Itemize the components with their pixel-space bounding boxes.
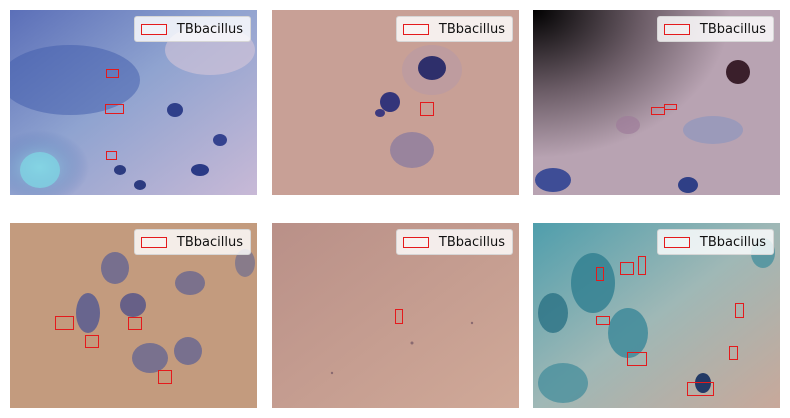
- legend-label: TBbacillus: [176, 21, 243, 37]
- detection-box: [106, 69, 119, 78]
- detection-box: [664, 104, 677, 110]
- panel-2: TBbacillus: [272, 10, 519, 195]
- legend-label: TBbacillus: [176, 234, 243, 250]
- legend: TBbacillus: [656, 229, 774, 255]
- legend: TBbacillus: [133, 229, 251, 255]
- legend: TBbacillus: [395, 229, 513, 255]
- detection-box: [105, 104, 124, 114]
- detection-box: [55, 316, 74, 330]
- legend-label: TBbacillus: [699, 21, 766, 37]
- legend-swatch: [140, 236, 167, 248]
- legend-label: TBbacillus: [438, 21, 505, 37]
- legend: TBbacillus: [656, 16, 774, 42]
- panel-5: TBbacillus: [272, 223, 519, 408]
- detection-box: [420, 102, 434, 116]
- detection-box: [627, 352, 647, 366]
- microscopy-image: [10, 223, 257, 408]
- detection-box: [106, 151, 117, 160]
- panel-6: TBbacillus: [533, 223, 780, 408]
- legend-label: TBbacillus: [699, 234, 766, 250]
- detection-box: [596, 316, 610, 325]
- detection-box: [596, 267, 604, 281]
- panel-4: TBbacillus: [10, 223, 257, 408]
- panel-3: TBbacillus: [533, 10, 780, 195]
- detection-box: [687, 382, 714, 396]
- panel-1: TBbacillus: [10, 10, 257, 195]
- legend-swatch: [402, 236, 429, 248]
- detection-box: [620, 262, 634, 275]
- legend-swatch: [663, 23, 690, 35]
- legend-swatch: [402, 23, 429, 35]
- legend-swatch: [140, 23, 167, 35]
- detection-box: [735, 303, 744, 318]
- detection-box: [158, 370, 172, 384]
- detection-box: [638, 256, 646, 275]
- detection-box: [651, 107, 665, 115]
- detection-box: [729, 346, 738, 360]
- legend: TBbacillus: [395, 16, 513, 42]
- legend-label: TBbacillus: [438, 234, 505, 250]
- detection-box: [85, 335, 99, 348]
- legend: TBbacillus: [133, 16, 251, 42]
- detection-box: [128, 317, 142, 330]
- legend-swatch: [663, 236, 690, 248]
- detection-box: [395, 309, 403, 324]
